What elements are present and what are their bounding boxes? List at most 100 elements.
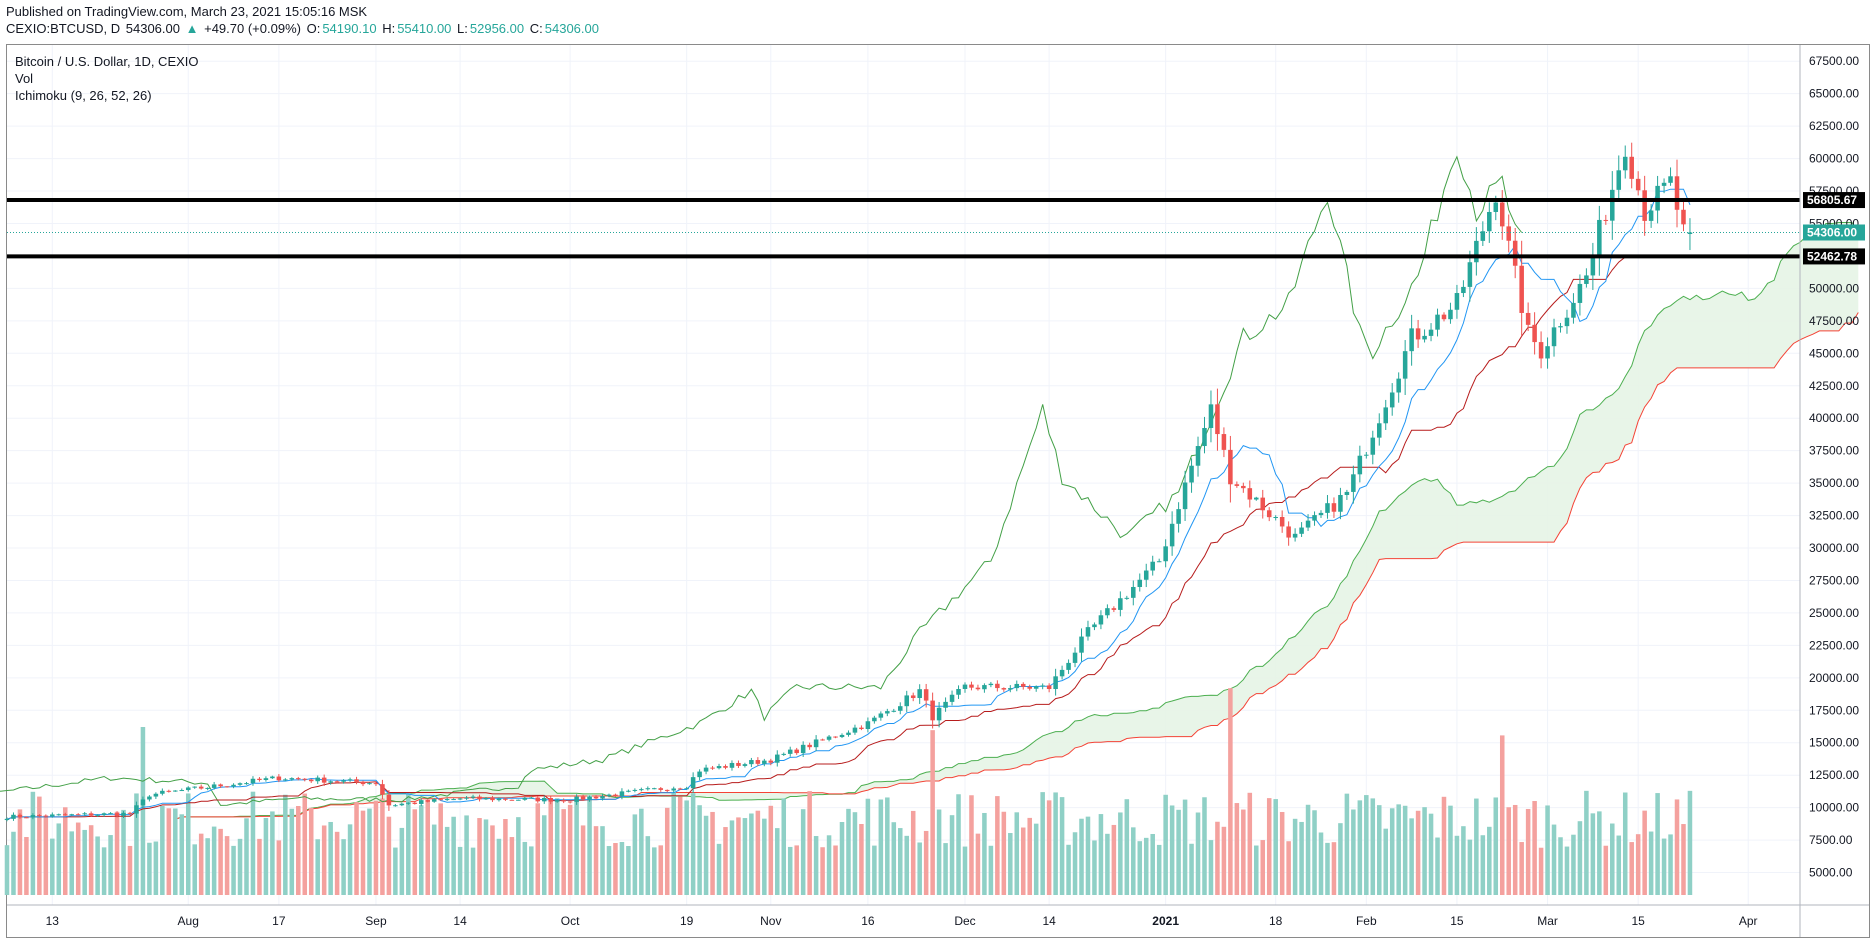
candle (1370, 437, 1376, 455)
volume-bar (1318, 832, 1324, 895)
volume-bar (1046, 800, 1052, 895)
candle (1189, 465, 1194, 483)
level-price-tag-label: 56805.67 (1807, 193, 1857, 207)
candle (1195, 446, 1201, 466)
volume-bar (1622, 792, 1628, 895)
candle (179, 790, 185, 792)
candle (315, 777, 320, 782)
kijun-sen-line (6, 255, 1690, 820)
candle (619, 791, 625, 797)
candle (1635, 178, 1641, 191)
x-tick-label: Dec (954, 914, 975, 928)
volume-bar (263, 817, 269, 895)
volume-bar (852, 812, 858, 895)
volume-bar (865, 798, 871, 895)
candle (347, 779, 353, 781)
volume-bar (160, 805, 165, 895)
candle (1111, 608, 1117, 610)
candle (127, 812, 133, 814)
candle (24, 817, 29, 819)
candle (1305, 520, 1311, 528)
volume-bar (943, 843, 948, 895)
candle (56, 814, 62, 816)
y-tick-label: 20000.00 (1809, 671, 1859, 685)
volume-bar (1571, 834, 1576, 895)
volume-bar (885, 797, 890, 895)
x-tick-label: Feb (1356, 914, 1377, 928)
volume-bar (1202, 797, 1207, 895)
y-tick-label: 35000.00 (1809, 476, 1859, 490)
volume-bar (1305, 804, 1311, 895)
volume-bar (1370, 798, 1376, 895)
volume-bar (296, 806, 301, 895)
volume-bar (1558, 837, 1563, 895)
volume-bar (62, 807, 68, 895)
volume-bar (755, 810, 761, 895)
candle (1008, 688, 1013, 690)
volume-bar (198, 833, 204, 895)
candle (1668, 176, 1673, 183)
candle (567, 801, 573, 803)
candle (516, 799, 521, 801)
volume-bar (846, 808, 851, 895)
x-tick-label: 14 (453, 914, 467, 928)
candle (930, 700, 935, 721)
candle (671, 788, 676, 791)
candle (936, 707, 942, 721)
volume-bar (1687, 790, 1693, 895)
candle (1409, 328, 1414, 352)
candle (1454, 293, 1460, 310)
candle (1033, 686, 1039, 689)
volume-bar (1376, 805, 1382, 895)
candle (1435, 314, 1440, 330)
candle (4, 818, 10, 821)
candle (237, 783, 243, 785)
candle (1247, 488, 1253, 500)
y-tick-label: 25000.00 (1809, 606, 1859, 620)
volume-bar (101, 847, 107, 895)
candle (308, 779, 314, 782)
volume-bar (496, 838, 502, 895)
candle (1338, 494, 1343, 512)
candle (956, 688, 961, 695)
candle (438, 799, 443, 801)
candle (457, 798, 463, 800)
candle (1525, 312, 1531, 325)
candle (1163, 546, 1168, 562)
x-tick-label: 18 (1269, 914, 1283, 928)
candle (1105, 608, 1110, 616)
volume-bar (1137, 841, 1143, 895)
volume-bar (211, 826, 217, 895)
volume-bar (1532, 801, 1537, 895)
x-tick-label: 2021 (1152, 914, 1179, 928)
candle (1254, 497, 1259, 500)
volume-bar (949, 815, 955, 895)
legend-volume: Vol (15, 71, 34, 86)
volume-bar (354, 802, 359, 895)
volume-bar (1176, 809, 1181, 895)
volume-bar (1208, 840, 1214, 895)
candle (1351, 474, 1356, 492)
candle (1642, 190, 1647, 221)
volume-bar (697, 805, 702, 895)
volume-bar (1001, 811, 1007, 895)
candle (1085, 627, 1091, 637)
volume-bar (1564, 846, 1570, 895)
last-price-tag-label: 54306.00 (1807, 225, 1857, 239)
x-tick-label: 14 (1042, 914, 1056, 928)
candle (1532, 324, 1537, 343)
legend-title: Bitcoin / U.S. Dollar, 1D, CEXIO (15, 54, 199, 69)
volume-bar (1156, 844, 1162, 895)
candle (1208, 404, 1214, 428)
candle (483, 797, 489, 800)
volume-bar (328, 821, 333, 895)
chart-frame[interactable] (6, 44, 1870, 938)
close-value: 54306.00 (544, 21, 599, 36)
y-tick-label: 12500.00 (1809, 768, 1859, 782)
candle (1182, 482, 1188, 510)
up-arrow-icon: ▲ (185, 21, 199, 36)
volume-bar (1111, 824, 1117, 895)
candle (988, 683, 994, 686)
candle (1318, 512, 1324, 516)
